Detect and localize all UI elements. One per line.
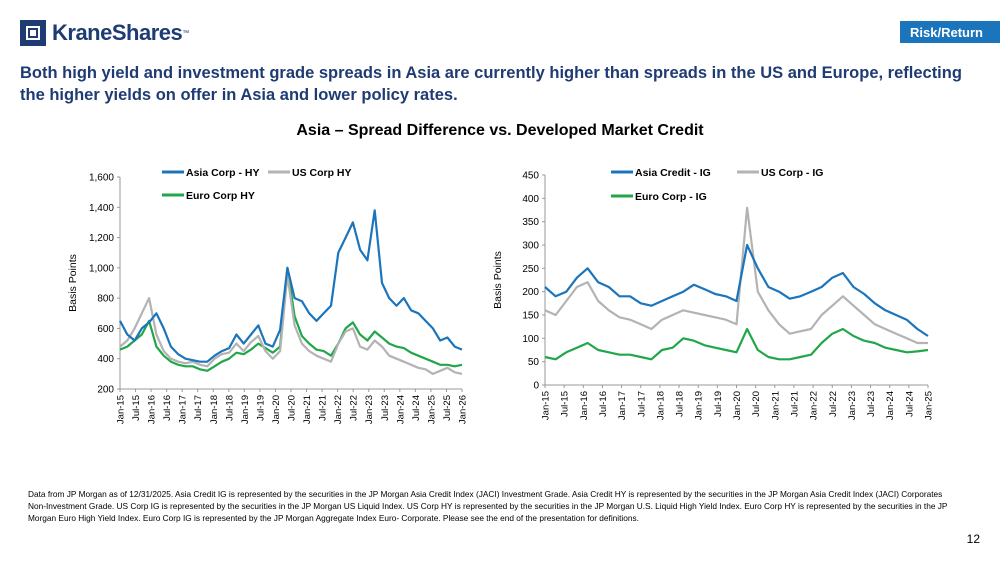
logo-mark-icon	[20, 20, 46, 46]
legend-label: US Corp HY	[292, 167, 352, 179]
y-tick-label: 1,000	[89, 263, 114, 274]
y-tick-label: 200	[522, 287, 539, 298]
chart-title: Asia – Spread Difference vs. Developed M…	[296, 122, 704, 139]
x-tick-label: Jan-20	[732, 391, 743, 420]
x-tick-label: Jan-19	[240, 395, 251, 424]
x-tick-label: Jan-16	[579, 391, 590, 420]
series-line-us-corp-hy	[119, 274, 463, 375]
kraneshares-logo: KraneShares ™	[20, 18, 189, 48]
x-tick-label: Jul-24	[904, 391, 915, 417]
legend-label: Asia Credit - IG	[635, 167, 711, 179]
y-tick-label: 1,400	[89, 203, 114, 214]
legend-label: Asia Corp - HY	[186, 167, 260, 179]
y-tick-label: 350	[522, 217, 539, 228]
x-tick-label: Jul-19	[713, 391, 724, 417]
x-tick-label: Jul-19	[255, 395, 266, 421]
x-tick-label: Jan-15	[116, 395, 127, 424]
series-line-us-corp-ig	[544, 206, 928, 345]
y-tick-label: 400	[522, 194, 539, 205]
x-tick-label: Jul-25	[442, 395, 453, 421]
x-tick-label: Jan-17	[617, 391, 628, 420]
x-tick-label: Jul-22	[349, 395, 360, 421]
x-tick-label: Jan-24	[885, 391, 896, 420]
x-tick-label: Jul-23	[380, 395, 391, 421]
legend-label: Euro Corp HY	[186, 190, 255, 202]
x-tick-label: Jul-16	[162, 395, 173, 421]
x-tick-label: Jan-18	[209, 395, 220, 424]
x-tick-label: Jul-20	[287, 395, 298, 421]
y-tick-label: 0	[533, 381, 539, 392]
x-tick-label: Jan-17	[178, 395, 189, 424]
x-tick-label: Jan-22	[333, 395, 344, 424]
y-tick-label: 1,200	[89, 233, 114, 244]
y-axis-label: Basis Points	[492, 251, 504, 309]
x-tick-label: Jul-17	[636, 391, 647, 417]
y-tick-label: 50	[528, 357, 540, 368]
x-tick-label: Jan-19	[694, 391, 705, 420]
logo-text: KraneShares	[52, 20, 183, 45]
x-tick-label: Jul-24	[411, 395, 422, 421]
x-tick-label: Jan-24	[395, 395, 406, 424]
x-tick-label: Jul-16	[598, 391, 609, 417]
y-tick-label: 200	[97, 385, 114, 396]
series-line-asia-corp-hy	[119, 209, 463, 363]
x-tick-label: Jan-20	[271, 395, 282, 424]
y-tick-label: 100	[522, 334, 539, 345]
series-line-asia-credit-ig	[544, 243, 929, 337]
y-tick-label: 800	[97, 294, 114, 305]
section-tag: Risk/Return	[900, 21, 1000, 43]
x-tick-label: Jul-15	[131, 395, 142, 421]
legend-label: Euro Corp - IG	[635, 191, 707, 203]
x-tick-label: Jul-21	[789, 391, 800, 417]
page-number: 12	[966, 532, 980, 546]
y-tick-label: 300	[522, 241, 539, 252]
x-tick-label: Jul-21	[318, 395, 329, 421]
x-tick-label: Jan-26	[458, 395, 469, 424]
x-tick-label: Jul-17	[193, 395, 204, 421]
series-line-euro-corp-hy	[119, 266, 463, 372]
y-tick-label: 150	[522, 311, 539, 322]
x-tick-label: Jan-23	[847, 391, 858, 420]
x-tick-label: Jul-15	[560, 391, 571, 417]
footnote: Data from JP Morgan as of 12/31/2025. As…	[28, 489, 948, 523]
x-tick-label: Jul-18	[675, 391, 686, 417]
y-tick-label: 250	[522, 264, 539, 275]
x-tick-label: Jan-21	[770, 391, 781, 420]
y-tick-label: 600	[97, 324, 114, 335]
series-line-euro-corp-ig	[544, 327, 929, 361]
headline: Both high yield and investment grade spr…	[20, 64, 962, 104]
x-tick-label: Jan-15	[541, 391, 552, 420]
x-tick-label: Jan-25	[924, 391, 935, 420]
logo-trademark: ™	[182, 29, 190, 37]
x-tick-label: Jan-25	[426, 395, 437, 424]
x-tick-label: Jul-23	[866, 391, 877, 417]
y-tick-label: 450	[522, 171, 539, 182]
x-tick-label: Jan-21	[302, 395, 313, 424]
chart-ig: 0 50 100 150 200 250 300 350 400 450 Basis Points J…	[492, 167, 935, 420]
y-tick-label: 400	[97, 354, 114, 365]
y-axis-label: Basis Points	[67, 254, 79, 312]
chart-hy: 200 400 600 800 1,000 1,200 1,400 1,600 Basis Po…	[67, 167, 469, 424]
x-tick-label: Jan-23	[364, 395, 375, 424]
x-tick-label: Jan-16	[147, 395, 158, 424]
x-tick-label: Jul-22	[828, 391, 839, 417]
legend-label: US Corp - IG	[761, 167, 823, 179]
x-tick-label: Jan-18	[655, 391, 666, 420]
y-tick-label: 1,600	[89, 173, 114, 184]
x-tick-label: Jul-20	[751, 391, 762, 417]
x-tick-label: Jan-22	[809, 391, 820, 420]
x-tick-label: Jul-18	[224, 395, 235, 421]
